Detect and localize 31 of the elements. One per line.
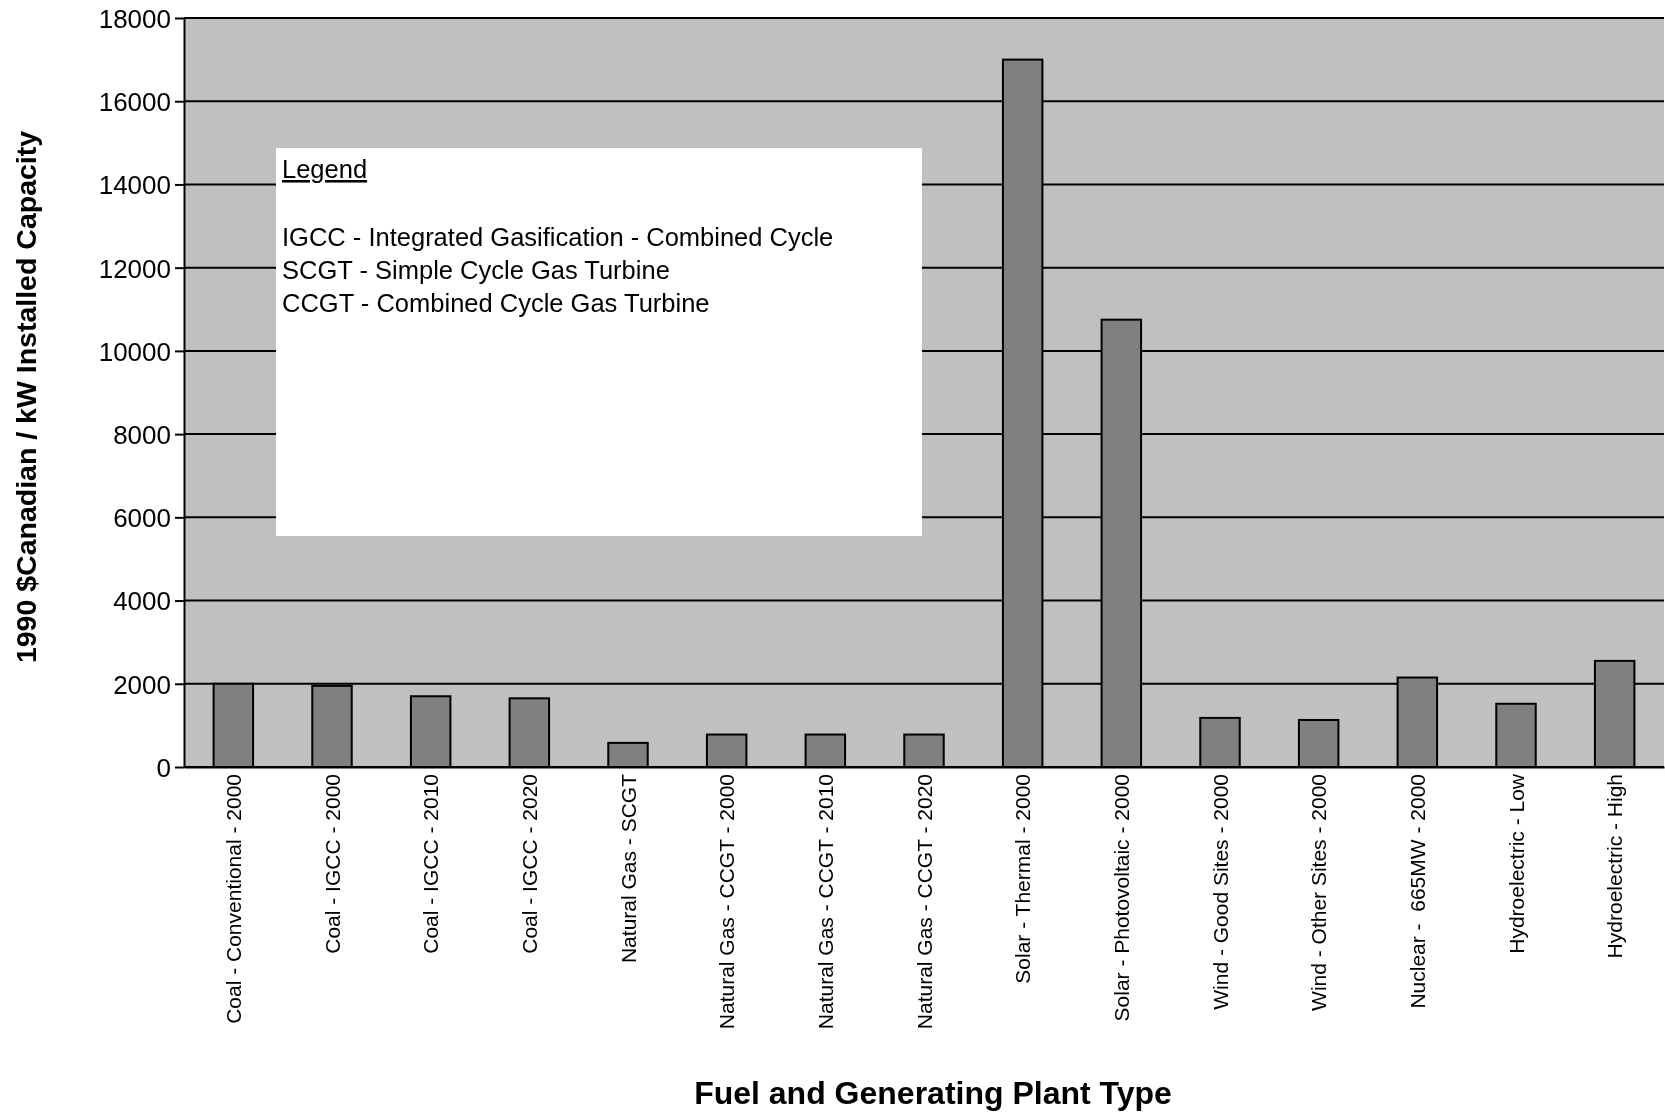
x-tick-label: Natural Gas - SCGT	[616, 773, 640, 964]
y-tick-label: 18000	[98, 3, 171, 34]
x-axis-title: Fuel and Generating Plant Type	[694, 1075, 1172, 1111]
x-tick-label: Nuclear - 665MW - 2000	[1405, 774, 1429, 1009]
x-tick-label: Coal - Conventional - 2000	[221, 774, 245, 1024]
x-tick-label: Natural Gas - CCGT - 2020	[912, 774, 936, 1030]
y-tick-label: 6000	[113, 503, 171, 534]
y-tick-label: 14000	[98, 170, 171, 201]
x-tick-label: Solar - Thermal - 2000	[1011, 774, 1035, 984]
x-tick-label: Wind - Other Sites - 2000	[1307, 774, 1331, 1011]
x-tick-label: Coal - IGCC - 2010	[419, 774, 443, 954]
x-tick-label: Hydroelectric - High	[1603, 774, 1627, 959]
x-tick-label: Natural Gas - CCGT - 2010	[813, 774, 837, 1030]
x-tick-label: Hydroelectric - Low	[1504, 773, 1528, 954]
y-axis-title: 1990 $Canadian / kW Installed Capacity	[10, 130, 42, 664]
x-tick-label: Solar - Photovoltaic - 2000	[1109, 774, 1133, 1022]
annotation: IGCC - Integrated Gasification - Combined Cycle	[282, 223, 834, 251]
x-tick-label: Wind - Good Sites - 2000	[1208, 774, 1232, 1010]
y-tick-label: 2000	[113, 669, 171, 700]
annotation: SCGT - Simple Cycle Gas Turbine	[282, 256, 670, 284]
y-tick-label: 0	[156, 752, 171, 783]
y-tick-label: 4000	[113, 586, 171, 617]
annotation: Legend	[282, 155, 368, 183]
y-tick-label: 16000	[98, 87, 171, 118]
y-tick-label: 8000	[113, 419, 171, 450]
x-tick-label: Natural Gas - CCGT - 2000	[715, 774, 739, 1030]
x-tick-label: Coal - IGCC - 2000	[320, 774, 344, 954]
y-tick-label: 10000	[98, 336, 171, 367]
annotation: CCGT - Combined Cycle Gas Turbine	[282, 289, 710, 317]
y-tick-label: 12000	[98, 253, 171, 284]
x-tick-label: Coal - IGCC - 2020	[517, 774, 541, 954]
